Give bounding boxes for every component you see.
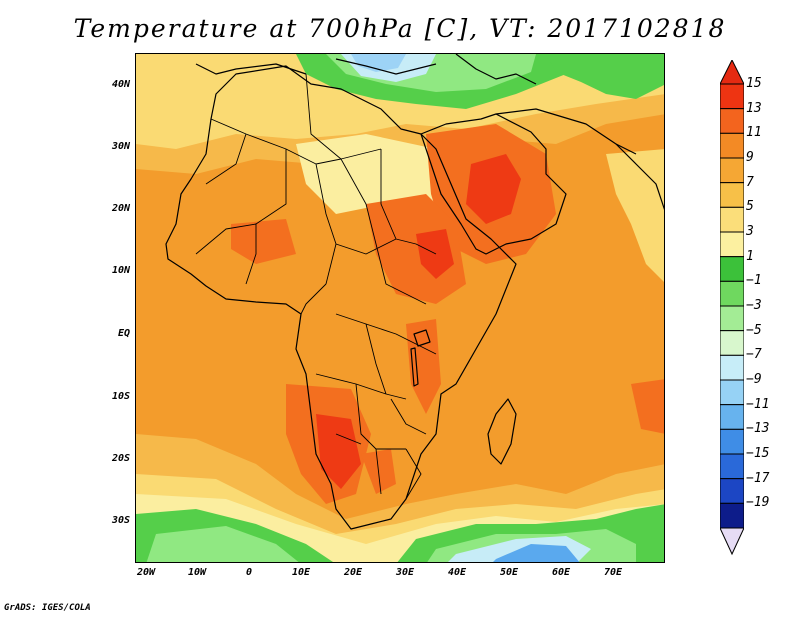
lon-label-20w: 20W [136, 567, 156, 578]
lat-label-20s: 20S [111, 453, 130, 464]
borders [195, 73, 437, 500]
colorbar-box [720, 280, 744, 307]
colorbar-label: −15 [746, 446, 770, 461]
colorbar-label: −1 [746, 273, 762, 289]
lat-label-30n: 30N [111, 141, 130, 152]
colorbar-label: −7 [746, 347, 762, 363]
colorbar-box [720, 108, 744, 134]
colorbar-label: 5 [746, 199, 754, 215]
europe-coastline [195, 54, 537, 85]
colorbar-boxes [720, 83, 744, 529]
field-sahel-warm [366, 194, 466, 304]
lat-label-40n: 40N [111, 79, 130, 90]
colorbar-box [720, 132, 744, 159]
credit-text: GrADS: IGES/COLA [4, 603, 91, 613]
field-india-yellow [606, 149, 664, 282]
colorbar-label: −11 [746, 396, 770, 412]
colorbar-box [720, 157, 744, 184]
colorbar-label: 13 [746, 100, 762, 116]
lat-label-20n: 20N [111, 203, 130, 214]
field-arabia-hot [466, 154, 521, 224]
field-eastafrica-warm [406, 319, 441, 414]
colorbar-label: −5 [746, 322, 762, 338]
colorbar-box [720, 182, 744, 208]
field-west-warm [231, 219, 296, 264]
lon-label-0: 0 [245, 567, 253, 578]
colorbar-box [720, 404, 744, 430]
colorbar-box [720, 478, 744, 504]
colorbar-label: 9 [746, 150, 754, 165]
chart-title: Temperature at 700hPa [C], VT: 201710281… [73, 14, 727, 43]
field-south-blue [493, 544, 580, 562]
madagascar-coastline [487, 398, 517, 465]
field-namibia-hot [316, 414, 361, 489]
colorbar-label: 11 [746, 125, 762, 141]
colorbar-box [720, 305, 744, 332]
colorbar-label: 7 [746, 174, 754, 190]
colorbar-box [720, 330, 744, 356]
lon-label-40e: 40E [447, 567, 467, 578]
lat-label-eq: EQ [117, 328, 130, 339]
lake-victoria [413, 329, 431, 347]
africa-coastline [165, 65, 517, 530]
lon-label-10w: 10W [187, 567, 207, 578]
field-ne-green [546, 54, 664, 99]
lon-label-70e: 70E [603, 567, 623, 578]
india-coastline [615, 143, 664, 210]
colorbar-label: 3 [746, 224, 754, 239]
colorbar-box [720, 428, 744, 455]
field-med-blue [351, 54, 406, 72]
field-indian-warm [631, 379, 664, 434]
colorbar-box [720, 83, 744, 110]
colorbar-box [720, 502, 744, 529]
lon-label-30e: 30E [395, 567, 415, 578]
colorbar-label: −17 [746, 470, 770, 486]
colorbar-box [720, 256, 744, 282]
colorbar-label: −9 [746, 372, 762, 387]
lat-label-10n: 10N [111, 265, 130, 276]
lon-label-10e: 10E [291, 567, 311, 578]
lon-label-50e: 50E [499, 567, 519, 578]
colorbar-top-arrow [720, 60, 744, 85]
colorbar-bottom-arrow [720, 527, 744, 556]
lat-label-10s: 10S [111, 391, 130, 402]
lon-label-20e: 20E [343, 567, 363, 578]
colorbar-box [720, 379, 744, 406]
colorbar-label: −13 [746, 421, 770, 437]
temperature-map [136, 54, 664, 562]
colorbar-label: −19 [746, 495, 770, 511]
colorbar-box [720, 206, 744, 233]
map-panel [135, 53, 665, 563]
lon-label-60e: 60E [551, 567, 571, 578]
arabia-coastline [420, 113, 567, 255]
lake-tanganyika [410, 347, 419, 387]
colorbar-box [720, 453, 744, 480]
colorbar-box [720, 354, 744, 381]
colorbar [720, 60, 744, 556]
lat-label-30s: 30S [111, 515, 130, 526]
iran-coastline [495, 108, 637, 155]
colorbar-label: 15 [746, 76, 762, 91]
colorbar-label: 1 [746, 248, 754, 264]
colorbar-label: −3 [746, 298, 762, 313]
colorbar-box [720, 231, 744, 258]
